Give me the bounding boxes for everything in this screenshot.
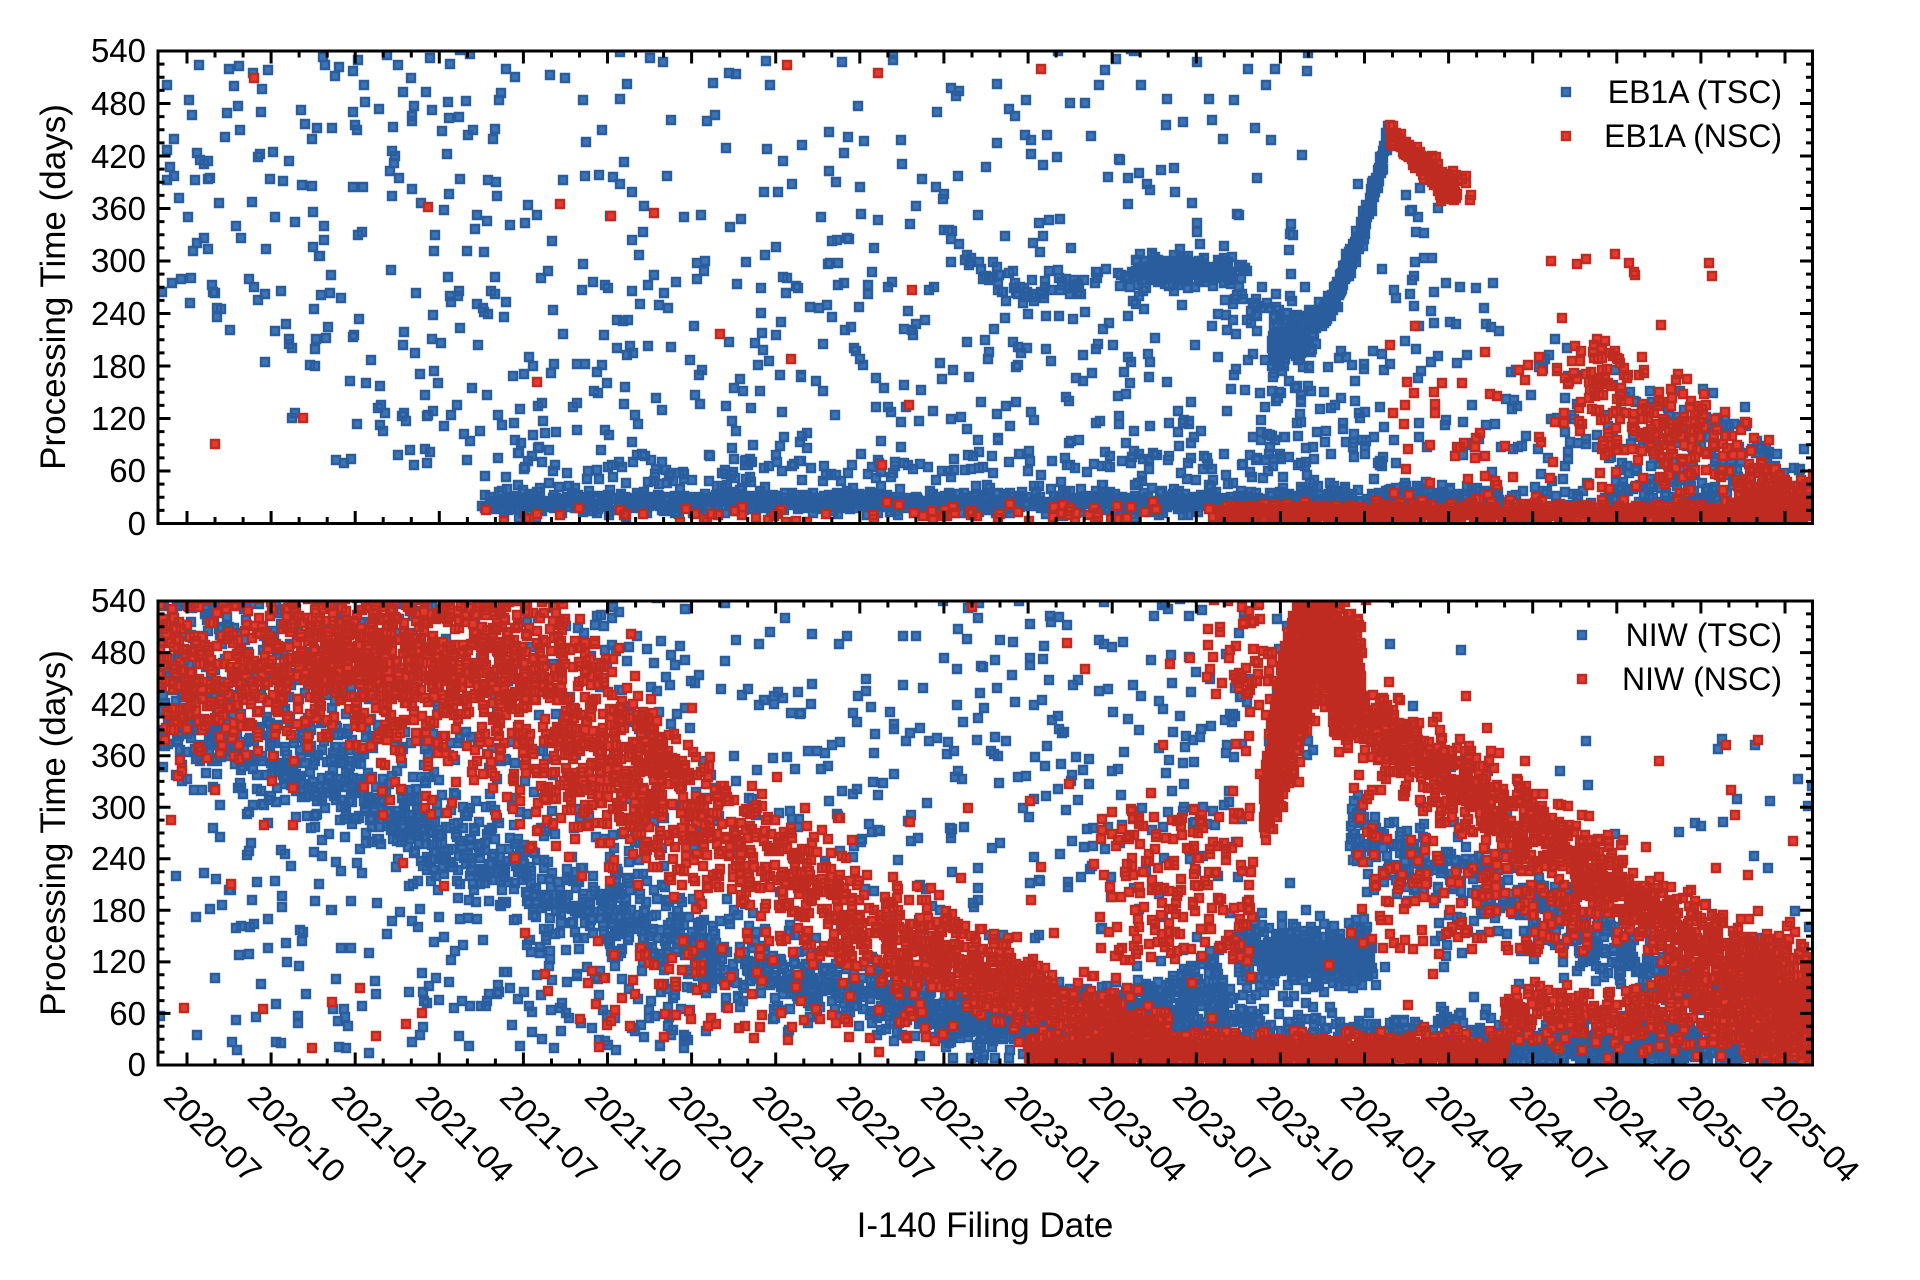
svg-text:540: 540 xyxy=(91,32,146,69)
svg-text:0: 0 xyxy=(128,505,146,542)
svg-text:Processing Time (days): Processing Time (days) xyxy=(34,104,73,470)
svg-text:120: 120 xyxy=(91,943,146,980)
svg-text:540: 540 xyxy=(91,582,146,619)
svg-text:420: 420 xyxy=(91,686,146,723)
svg-text:240: 240 xyxy=(91,295,146,332)
svg-text:60: 60 xyxy=(109,452,146,489)
svg-text:180: 180 xyxy=(91,892,146,929)
svg-text:240: 240 xyxy=(91,840,146,877)
svg-text:180: 180 xyxy=(91,348,146,385)
svg-text:EB1A (NSC): EB1A (NSC) xyxy=(1604,118,1782,154)
svg-text:EB1A (TSC): EB1A (TSC) xyxy=(1608,74,1782,110)
svg-text:NIW (NSC): NIW (NSC) xyxy=(1622,661,1782,697)
svg-text:420: 420 xyxy=(91,138,146,175)
svg-text:I-140 Filing Date: I-140 Filing Date xyxy=(857,1206,1114,1245)
svg-text:480: 480 xyxy=(91,85,146,122)
svg-text:360: 360 xyxy=(91,737,146,774)
svg-text:300: 300 xyxy=(91,789,146,826)
svg-text:360: 360 xyxy=(91,190,146,227)
svg-text:NIW (TSC): NIW (TSC) xyxy=(1626,617,1782,653)
svg-text:0: 0 xyxy=(128,1046,146,1083)
svg-text:60: 60 xyxy=(109,995,146,1032)
svg-text:120: 120 xyxy=(91,400,146,437)
svg-text:480: 480 xyxy=(91,634,146,671)
svg-text:300: 300 xyxy=(91,242,146,279)
svg-text:Processing Time (days): Processing Time (days) xyxy=(34,650,73,1016)
